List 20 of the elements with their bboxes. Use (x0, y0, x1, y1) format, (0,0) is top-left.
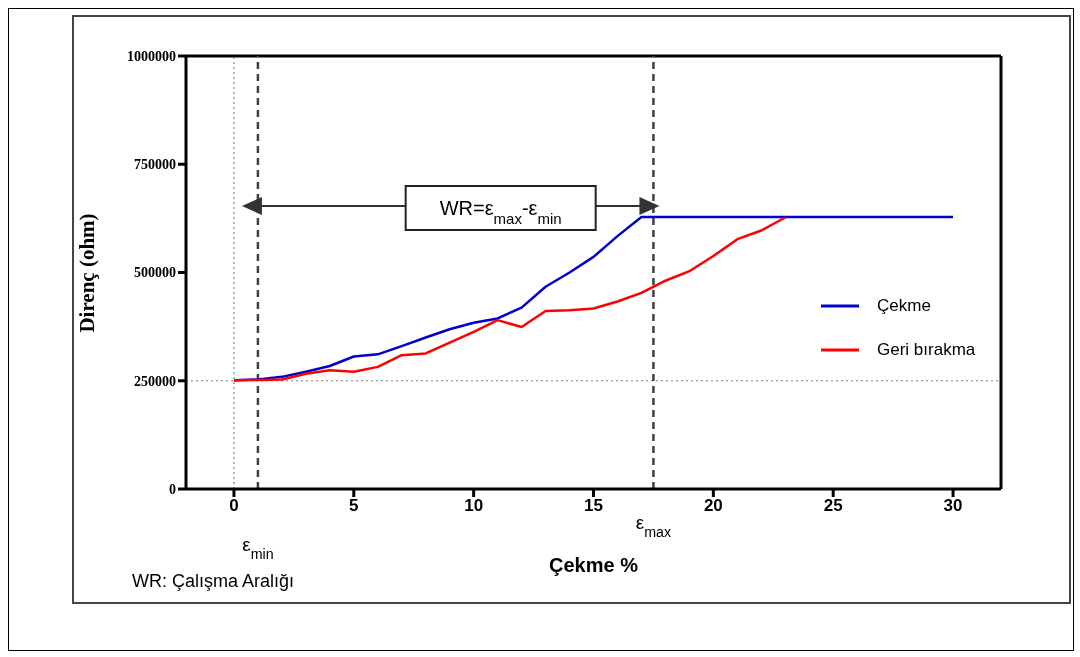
y-tick-label: 500000 (134, 265, 176, 281)
y-tick-label: 0 (169, 481, 176, 497)
y-tick-label: 1000000 (127, 48, 176, 64)
text: WR: Çalışma Aralığı (132, 571, 295, 592)
ref-line-label: ε$_{max}$ (635, 512, 672, 540)
x-axis-title: Çekme % (549, 554, 638, 576)
y-tick-label: 750000 (134, 157, 176, 173)
x-tick-label: 15 (584, 496, 603, 516)
y-axis-title: Direnç (ohm) (74, 212, 100, 333)
x-tick-label: 20 (703, 496, 723, 516)
annotation: WR=ε$_{max}$-ε$_{min}$ (439, 197, 562, 227)
ref-line-label: ε$_{min}$ (242, 534, 274, 562)
x-tick-label: 10 (464, 496, 484, 516)
x-tick-label: 0 (229, 496, 239, 516)
legend-label: Çekme (877, 296, 931, 316)
x-tick-label: 5 (349, 496, 359, 516)
y-tick-label: 250000 (134, 373, 176, 389)
legend-label: Geri bırakma (877, 340, 976, 360)
x-tick-label: 30 (943, 496, 963, 516)
x-tick-label: 25 (823, 496, 843, 516)
